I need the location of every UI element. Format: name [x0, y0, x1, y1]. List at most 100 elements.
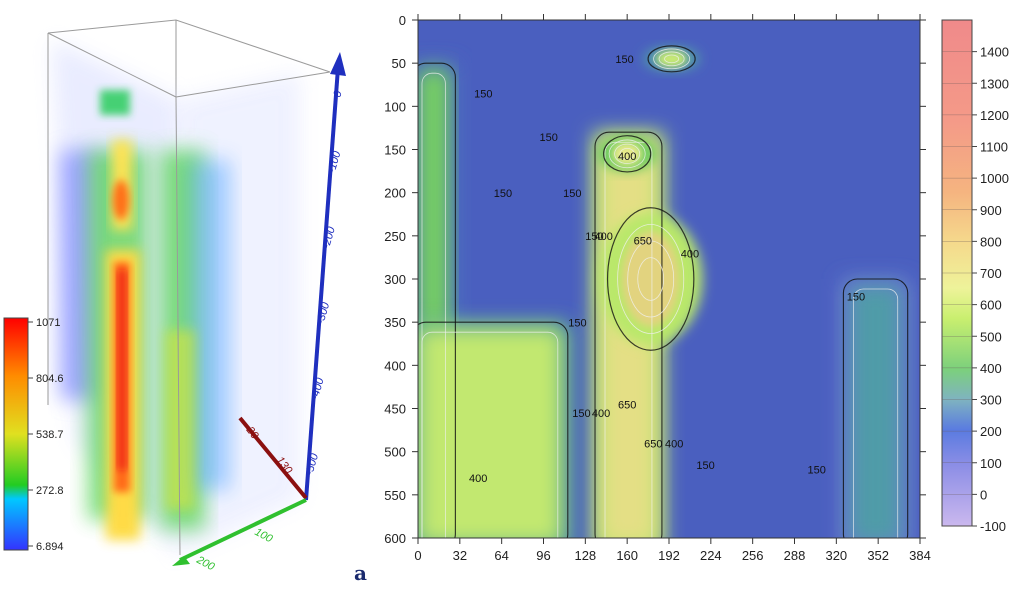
map-x-tick-label: 128 — [574, 548, 596, 563]
map-x-tick-label: 256 — [742, 548, 764, 563]
map-y-tick-label: 150 — [384, 143, 406, 158]
volume-colorbar-ticks: 1071 804.6 538.7 272.8 6.894 — [28, 317, 64, 553]
map-blob — [621, 231, 680, 327]
map-y-tick-label: 550 — [384, 488, 406, 503]
map-contour-line — [604, 141, 653, 538]
box-top-front-edge — [47, 32, 177, 98]
panel-label: a — [354, 561, 367, 585]
map-colorbar-tick-label: 800 — [980, 234, 1002, 249]
map-x-tick-label: 64 — [494, 548, 508, 563]
contour-label: 400 — [469, 473, 487, 485]
map-y-tick-label: 50 — [392, 56, 406, 71]
contour-label: 150 — [494, 188, 512, 200]
map-contour-line — [658, 51, 685, 67]
contour-label: 150 — [615, 54, 633, 66]
contour-label: 150 — [563, 188, 581, 200]
map-contour-line — [637, 257, 665, 301]
map-colorbar-tick-label: 900 — [980, 203, 1002, 218]
map-y-tick-label: 0 — [399, 13, 406, 28]
map-contour-line — [421, 72, 446, 538]
map-blob — [611, 141, 643, 166]
map-colorbar-tick-label: 1400 — [980, 45, 1009, 60]
box-front-vertical-edge — [175, 96, 181, 556]
map-contour-line — [842, 278, 909, 538]
contour-label: 150 — [474, 89, 492, 101]
map-colorbar-tick-label: 1000 — [980, 171, 1009, 186]
map-y-axis-ticks: 0 50 100 150 200 250 300 350 400 450 500 550 600 — [384, 13, 926, 546]
map-y-tick-label: 500 — [384, 445, 406, 460]
volume-colorbar-tick-label: 804.6 — [36, 373, 64, 385]
volume-colorbar: 1071 804.6 538.7 272.8 6.894 — [3, 317, 64, 553]
map-contour-line — [606, 207, 695, 351]
vertical-axis-tick-label: -200 — [320, 225, 338, 250]
map-contour-line — [664, 54, 680, 64]
vertical-axis-tick-label: -400 — [309, 376, 327, 401]
map-contours — [418, 45, 909, 538]
map-x-tick-label: 160 — [616, 548, 638, 563]
contour-label: 400 — [665, 438, 683, 450]
map-y-tick-label: 100 — [384, 99, 406, 114]
map-region — [849, 285, 902, 538]
contour-label: 400 — [592, 408, 610, 420]
map-contour-line — [421, 331, 559, 538]
map-contour-line — [647, 45, 696, 73]
map-colorbar-tick-label: 400 — [980, 361, 1002, 376]
map-x-tick-label: 384 — [909, 548, 931, 563]
map-contour-line — [594, 131, 663, 538]
map-colorbar-tick-label: 100 — [980, 456, 1002, 471]
map-contour-line — [603, 135, 652, 173]
horizontal-axis-tick-label: 100 — [253, 526, 276, 546]
contour-label: 150 — [540, 132, 558, 144]
box-top-right-edge — [175, 71, 331, 98]
map-x-tick-label: 0 — [414, 548, 421, 563]
map-contour-line — [653, 48, 691, 70]
contour-label: 400 — [594, 231, 612, 243]
contour-label: 150 — [572, 408, 590, 420]
map-contour-line — [627, 240, 675, 318]
contour-label: 400 — [618, 151, 636, 163]
map-colorbar-tick-label: 1100 — [980, 140, 1008, 155]
volume-colorbar-tick-label: 272.8 — [36, 485, 64, 497]
map-y-tick-label: 600 — [384, 531, 406, 546]
map-x-tick-label: 352 — [867, 548, 889, 563]
map-y-tick-label: 200 — [384, 186, 406, 201]
contour-label: 150 — [568, 317, 586, 329]
map-contour-line — [418, 321, 569, 538]
map-colorbar-tick-label: 200 — [980, 424, 1002, 439]
vertical-axis-tick-label: -500 — [303, 451, 321, 476]
map-y-tick-label: 400 — [384, 358, 406, 373]
vertical-axis-tick-label: -100 — [326, 149, 344, 174]
map-y-tick-label: 300 — [384, 272, 406, 287]
volume-colorbar-tick-label: 6.894 — [36, 541, 64, 553]
vertical-axis-tick-label: -300 — [315, 300, 333, 325]
map-colorbar-tick-label: 300 — [980, 393, 1002, 408]
map-blob — [655, 50, 688, 68]
map-x-tick-label: 224 — [700, 548, 722, 563]
vertical-axis-arrow — [330, 52, 346, 76]
contour-label: 150 — [585, 231, 603, 243]
map-contour-line — [418, 62, 456, 538]
contour-label: 150 — [696, 460, 714, 472]
vertical-axis-line — [304, 67, 340, 501]
map-colorbar-tick-label: 1300 — [980, 76, 1009, 91]
contour-label: 650 — [634, 235, 652, 247]
depth-axis-line — [238, 416, 308, 500]
contour-map: 0 32 64 96 128 160 192 224 256 288 320 352 384 0 50 10… — [384, 13, 931, 563]
map-contour-line — [617, 223, 685, 335]
map-colorbar-tick-label: 700 — [980, 266, 1002, 281]
map-y-tick-label: 450 — [384, 402, 406, 417]
volume-colorbar-bar — [3, 317, 29, 551]
map-colorbar: 1400130012001100100090080070060050040030… — [941, 19, 1009, 534]
map-x-axis-ticks: 0 32 64 96 128 160 192 224 256 288 320 352 384 — [414, 14, 931, 563]
volume-rendering — [52, 40, 300, 555]
horizontal-axis-tick-label: 200 — [194, 554, 218, 574]
volume-colorbar-tick-label: 1071 — [36, 317, 60, 329]
horizontal-axis-arrow — [172, 556, 190, 566]
contour-label: 150 — [847, 292, 865, 304]
map-contour-line — [619, 147, 635, 160]
map-region — [418, 328, 562, 538]
map-y-tick-label: 250 — [384, 229, 406, 244]
map-colorbar-tick-label: 1200 — [980, 108, 1009, 123]
